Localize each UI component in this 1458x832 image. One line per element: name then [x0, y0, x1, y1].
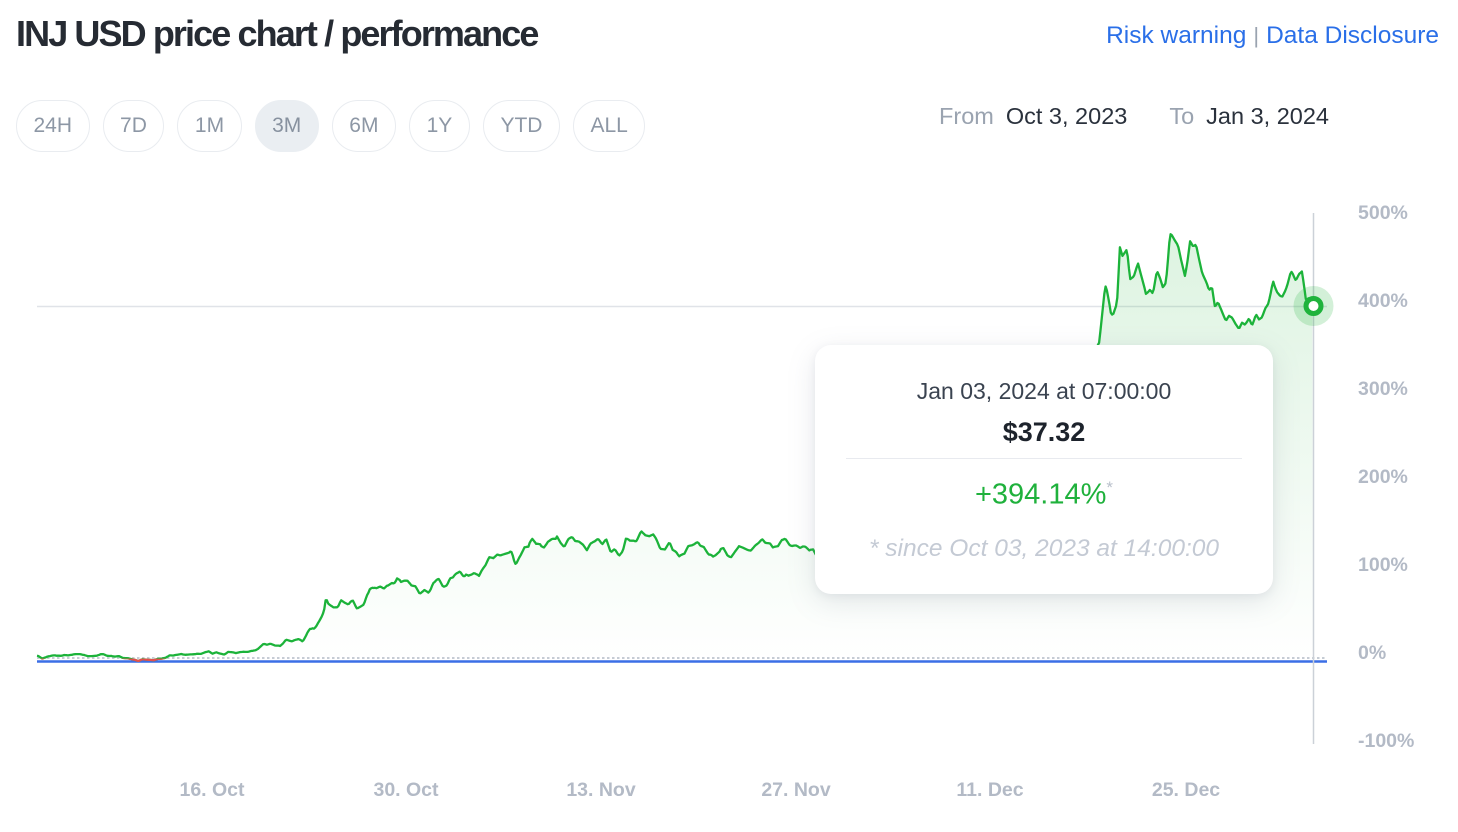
svg-text:-100%: -100%	[1358, 730, 1414, 752]
svg-text:200%: 200%	[1358, 466, 1408, 488]
svg-text:500%: 500%	[1358, 202, 1408, 224]
svg-text:16. Oct: 16. Oct	[179, 779, 245, 801]
svg-text:25. Dec: 25. Dec	[1152, 779, 1220, 801]
svg-text:300%: 300%	[1358, 378, 1408, 400]
svg-text:100%: 100%	[1358, 554, 1408, 576]
svg-text:0%: 0%	[1358, 642, 1386, 664]
svg-text:13. Nov: 13. Nov	[566, 779, 636, 801]
svg-text:11. Dec: 11. Dec	[956, 779, 1023, 801]
svg-text:30. Oct: 30. Oct	[373, 779, 439, 801]
svg-text:27. Nov: 27. Nov	[761, 779, 831, 801]
svg-text:400%: 400%	[1358, 290, 1408, 312]
